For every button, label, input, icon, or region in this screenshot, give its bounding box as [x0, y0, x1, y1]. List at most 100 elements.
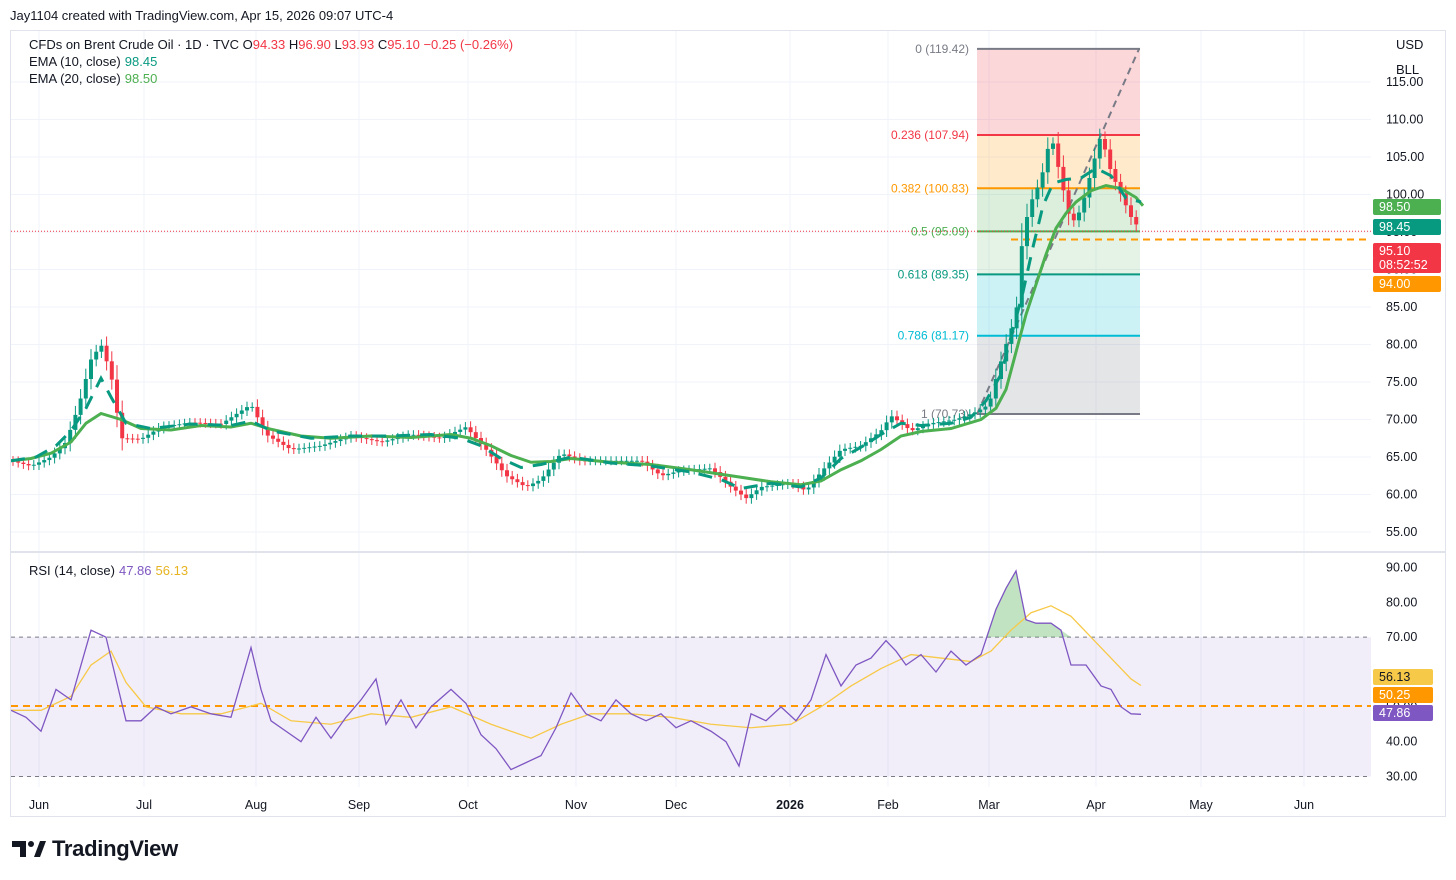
candle-body [120, 412, 125, 439]
candle-body [411, 434, 416, 436]
price-tag-bg [1373, 243, 1441, 259]
candle-body [905, 424, 910, 429]
ema20-label[interactable]: EMA (20, close) [29, 71, 121, 86]
rsi-tick-label: 30.00 [1386, 770, 1417, 784]
price-tick-label: 115.00 [1386, 75, 1423, 89]
candle-body [520, 482, 525, 486]
price-tick-label: 55.00 [1386, 525, 1417, 539]
candle-body [806, 487, 811, 490]
month-axis-label: Jun [29, 798, 49, 812]
candle-body [1040, 172, 1045, 188]
candle-body [702, 468, 707, 470]
candle-body [822, 468, 827, 475]
candle-body [999, 361, 1003, 379]
candle-body [104, 345, 109, 362]
candle-body [895, 416, 899, 421]
candle-body [453, 431, 457, 435]
candle-body [978, 409, 983, 413]
candle-body [1066, 190, 1071, 214]
candle-body [1103, 139, 1107, 150]
open-label: O [242, 37, 253, 52]
rsi-tag-label: 47.86 [1379, 706, 1410, 720]
ema10-line [11, 166, 1142, 491]
price-tag-label: 94.00 [1379, 277, 1410, 291]
candle-body [1113, 169, 1118, 182]
ema10-value: 98.45 [124, 54, 158, 69]
fib-level-label: 0.618 (89.35) [898, 267, 969, 281]
candle-body [666, 473, 671, 476]
ema20-line [11, 183, 1145, 487]
rsi-legend[interactable]: RSI (14, close) 47.86 56.13 [29, 563, 188, 578]
ema20-legend[interactable]: EMA (20, close) 98.50 [29, 71, 157, 86]
month-axis-label: 2026 [776, 798, 804, 812]
candle-body [967, 414, 972, 417]
candle-body [109, 361, 114, 380]
price-tick-label: 60.00 [1386, 488, 1417, 502]
price-tag-bg [1373, 199, 1441, 215]
candle-body [224, 420, 229, 424]
chart-frame[interactable]: 0 (119.42) 0.236 (107.94) 0.382 (100.83) 0.… [10, 30, 1446, 817]
candle-body [661, 473, 665, 476]
fib-level-label: 0.786 (81.17) [898, 329, 969, 343]
rsi-overbought-fill [986, 570, 1071, 638]
ema10-legend[interactable]: EMA (10, close) 98.45 [29, 54, 157, 69]
trend-line [976, 48, 1140, 415]
high-label: H [288, 37, 299, 52]
candle-body [52, 453, 57, 458]
candle-body [68, 429, 73, 443]
candle-body [765, 486, 769, 488]
candle-body [827, 462, 832, 469]
candle-body [307, 447, 312, 449]
candle-body [31, 464, 36, 466]
candle-body [837, 450, 842, 457]
candle-body [323, 444, 327, 446]
candle-body [936, 422, 941, 424]
candle-body [312, 446, 317, 448]
chart-author-header: Jay1104 created with TradingView.com, Ap… [10, 8, 394, 23]
candle-body [853, 446, 858, 448]
rsi-label[interactable]: RSI (14, close) [29, 563, 115, 578]
candle-body [291, 448, 296, 450]
tradingview-logo: TradingView [12, 836, 178, 862]
ema10-label[interactable]: EMA (10, close) [29, 54, 121, 69]
candle-body [811, 481, 816, 488]
candle-body [286, 444, 291, 449]
candle-body [869, 438, 873, 443]
price-tick-label: 105.00 [1386, 150, 1424, 164]
candle-body [1025, 217, 1029, 247]
candle-body [1092, 158, 1097, 178]
symbol-legend[interactable]: CFDs on Brent Crude Oil · 1D · TVC O94.3… [29, 37, 513, 52]
candle-body [713, 468, 717, 472]
fib-level-label: 0 (119.42) [915, 42, 969, 56]
candle-body [271, 435, 275, 439]
price-tag-bg [1373, 276, 1441, 292]
candle-body [921, 426, 925, 429]
candle-body [624, 460, 629, 462]
candle-body [380, 441, 385, 443]
price-chart-svg[interactable]: 0 (119.42) 0.236 (107.94) 0.382 (100.83) 0.… [11, 31, 1445, 816]
fib-level-label: 0.382 (100.83) [891, 181, 969, 195]
low-label: L [334, 37, 342, 52]
candle-body [635, 460, 639, 462]
candle-body [245, 407, 249, 411]
candle-body [385, 440, 390, 442]
candle-body [458, 429, 463, 432]
close-label: C [377, 37, 388, 52]
candle-body [1056, 143, 1061, 167]
unit-label[interactable]: BLL [1396, 62, 1420, 77]
candle-body [1045, 148, 1050, 173]
candle-body [16, 461, 21, 463]
candle-body [1051, 143, 1055, 149]
candle-body [203, 422, 208, 424]
price-tag-label: 98.50 [1379, 200, 1410, 214]
price-tick-label: 80.00 [1386, 338, 1417, 352]
candle-body [494, 456, 499, 464]
candle-body [416, 434, 421, 436]
low-value: 93.93 [341, 37, 375, 52]
candle-body [250, 406, 255, 408]
candle-body [629, 460, 634, 462]
candle-body [47, 457, 52, 461]
currency-label[interactable]: USD [1396, 37, 1424, 52]
symbol-name[interactable]: CFDs on Brent Crude Oil · 1D · TVC [29, 37, 239, 52]
candle-body [531, 483, 535, 487]
